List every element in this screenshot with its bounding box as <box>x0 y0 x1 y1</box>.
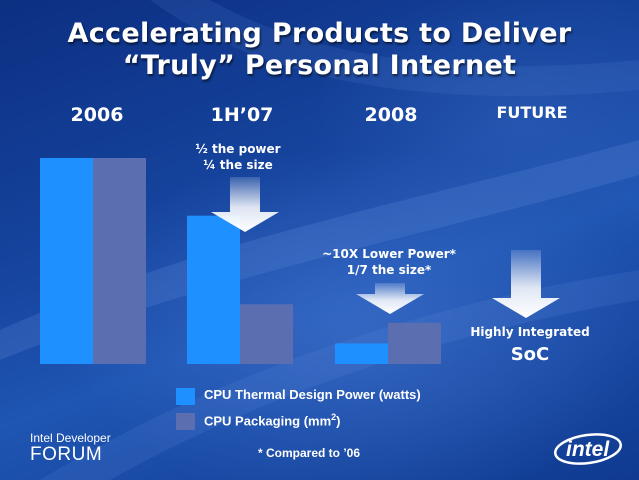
slide-title-line-1: Accelerating Products to Deliver <box>67 18 572 49</box>
intel-logo-icon: intel <box>552 432 624 466</box>
annotation-2-line-1: SoC <box>511 344 550 365</box>
bar-thermal-power-1 <box>187 215 240 364</box>
annotation-0-line-1: ¼ the size <box>203 158 273 172</box>
down-arrow-icon-0 <box>211 177 279 232</box>
legend-swatch-thermal-power <box>176 388 195 405</box>
slide-title-line-2: “Truly” Personal Internet <box>122 50 517 81</box>
category-label-0: 2006 <box>71 104 124 126</box>
legend-label-thermal-power: CPU Thermal Design Power (watts) <box>204 387 421 402</box>
category-label-1: 1H’07 <box>211 104 274 126</box>
annotation-2-line-0: Highly Integrated <box>470 325 589 339</box>
down-arrow-icon-2 <box>492 250 560 318</box>
idf-logo-top: Intel Developer <box>30 431 111 445</box>
legend-label-packaging-main: CPU Packaging (mm <box>204 413 332 429</box>
bar-packaging-1 <box>240 304 293 364</box>
legend-swatch-packaging <box>176 413 195 430</box>
category-label-3: FUTURE <box>496 103 567 122</box>
legend-label-packaging-sup: 2 <box>331 412 337 422</box>
down-arrow-icon-1 <box>356 283 424 314</box>
category-label-2: 2008 <box>365 104 418 126</box>
annotation-1-line-1: 1/7 the size* <box>347 263 432 277</box>
footnote: * Compared to ’06 <box>258 446 361 460</box>
bar-packaging-0 <box>93 158 146 364</box>
legend-label-packaging: CPU Packaging (mm2) <box>204 412 341 428</box>
idf-logo: Intel Developer FORUM <box>30 431 111 466</box>
bar-thermal-power-0 <box>40 158 93 364</box>
bar-thermal-power-2 <box>335 343 388 364</box>
bar-packaging-2 <box>388 322 441 364</box>
annotation-1-line-0: ~10X Lower Power* <box>322 247 457 261</box>
legend-label-packaging-end: ) <box>336 413 341 429</box>
annotation-0-line-0: ½ the power <box>195 142 280 156</box>
intel-logo-text: intel <box>566 438 610 461</box>
idf-logo-bottom: FORUM <box>30 444 103 465</box>
